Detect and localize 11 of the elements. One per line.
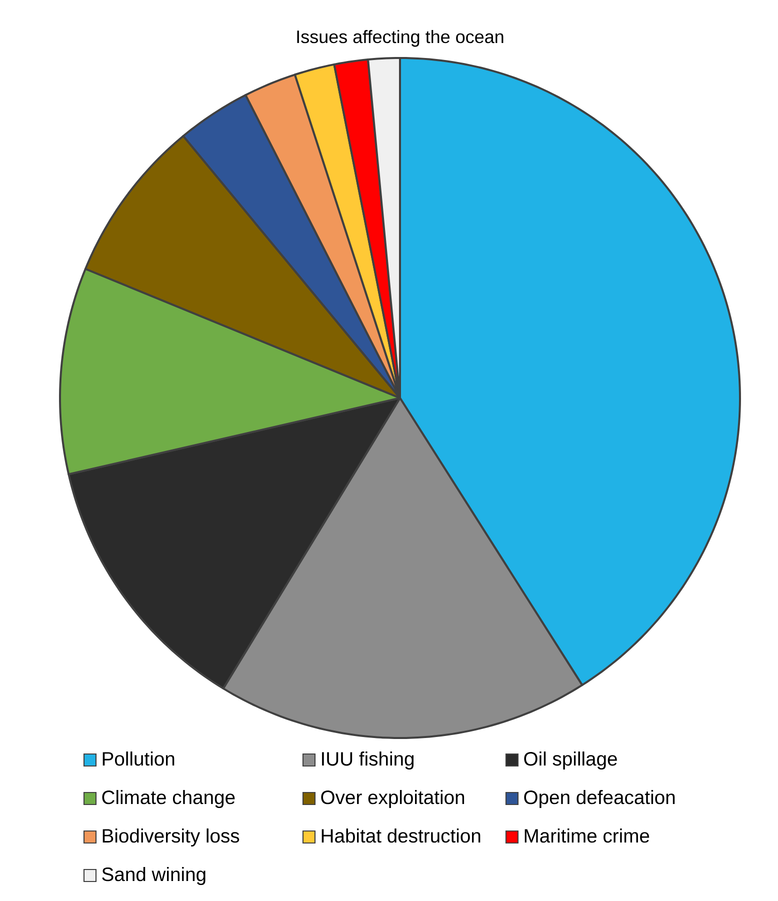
legend-label: Pollution bbox=[102, 751, 174, 766]
legend-label: Over exploitation bbox=[321, 790, 464, 808]
legend-label: Climate change bbox=[102, 790, 235, 808]
chart-title: Issues affecting the ocean bbox=[297, 30, 504, 47]
legend-label: Oil spillage bbox=[524, 751, 617, 770]
legend-label: IUU fishing bbox=[322, 751, 414, 770]
legend-label: Habitat destruction bbox=[322, 828, 480, 843]
legend-label: Biodiversity loss bbox=[102, 828, 240, 846]
legend-label: Sand wining bbox=[102, 866, 206, 886]
legend-label: Open defeacation bbox=[524, 790, 675, 808]
legend-label: Maritime crime bbox=[524, 828, 650, 843]
